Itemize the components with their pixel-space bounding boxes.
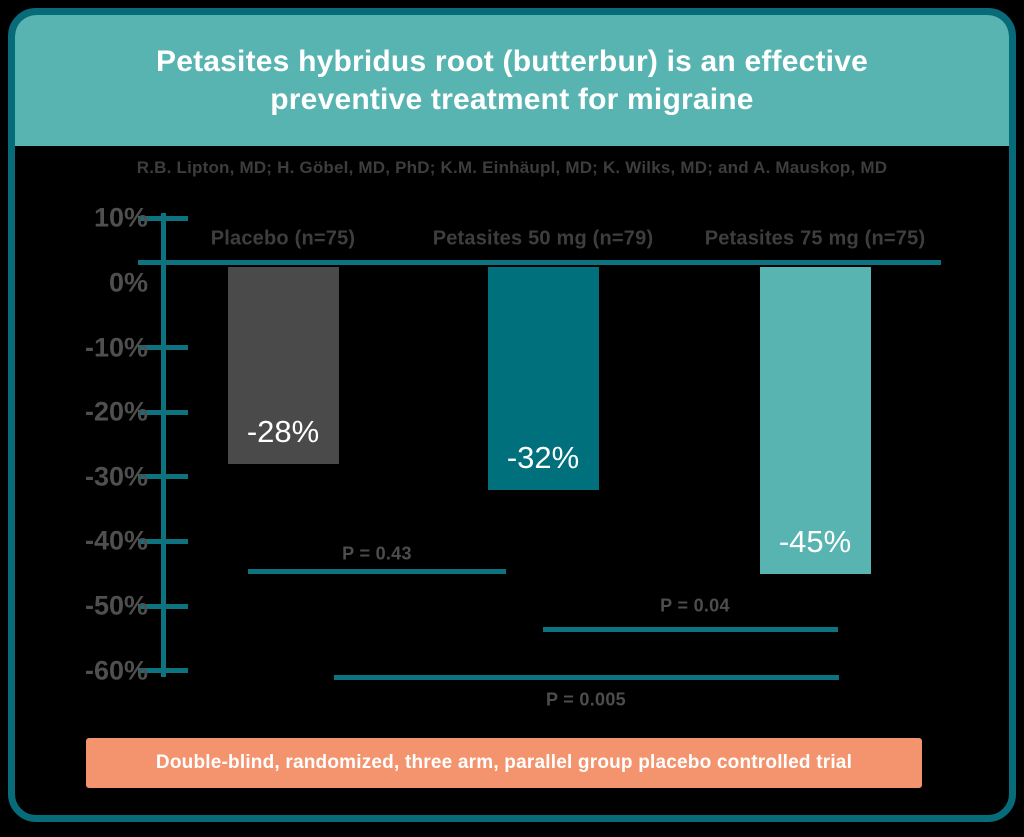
y-axis-tick [138, 215, 188, 221]
y-axis-tick [138, 538, 188, 544]
study-design-label: Double-blind, randomized, three arm, par… [155, 752, 853, 773]
zero-baseline [138, 260, 941, 265]
bar-category-label: Petasites 75 mg (n=75) [704, 227, 926, 250]
authors-line: R.B. Lipton, MD; H. Göbel, MD, PhD; K.M.… [136, 158, 888, 177]
chart-bar: -32% [487, 267, 599, 490]
chart-bar: -45% [759, 267, 871, 574]
y-axis-tick-label: -30% [84, 461, 148, 492]
page-title-line-1: Petasites hybridus root (butterbur) is a… [155, 44, 868, 78]
infographic-card-border: Petasites hybridus root (butterbur) is a… [8, 8, 1016, 822]
bar-value-label: -45% [778, 523, 852, 559]
bar-category-label: Petasites 50 mg (n=79) [432, 227, 654, 250]
y-axis-tick [138, 603, 188, 609]
p-value-line [543, 627, 838, 632]
y-axis-line [161, 213, 166, 677]
y-axis-tick-label: -50% [84, 590, 148, 621]
y-axis-tick-label: -60% [84, 655, 148, 686]
y-axis-tick [138, 474, 188, 480]
y-axis-tick-label: 10% [93, 202, 148, 233]
y-axis-tick-label: -40% [84, 525, 148, 556]
p-value-line [248, 569, 506, 574]
y-axis-tick [138, 668, 188, 674]
y-axis-tick [138, 409, 188, 415]
bar-value-label: -28% [246, 413, 320, 449]
p-value-line [334, 675, 839, 680]
bar-value-label: -32% [506, 439, 580, 475]
page-title-line-2: preventive treatment for migraine [270, 82, 754, 116]
p-value-label: P = 0.04 [660, 595, 730, 616]
title-banner: Petasites hybridus root (butterbur) is a… [15, 15, 1009, 146]
study-design-banner: Double-blind, randomized, three arm, par… [86, 738, 922, 788]
y-axis-tick-label: -20% [84, 396, 148, 427]
bar-category-label: Placebo (n=75) [210, 227, 356, 250]
y-axis-tick-label: 0% [108, 267, 148, 298]
p-value-label: P = 0.005 [546, 689, 626, 710]
y-axis-tick [138, 345, 188, 351]
y-axis-tick-label: -10% [84, 332, 148, 363]
p-value-label: P = 0.43 [342, 543, 412, 564]
chart-bar: -28% [227, 267, 339, 464]
